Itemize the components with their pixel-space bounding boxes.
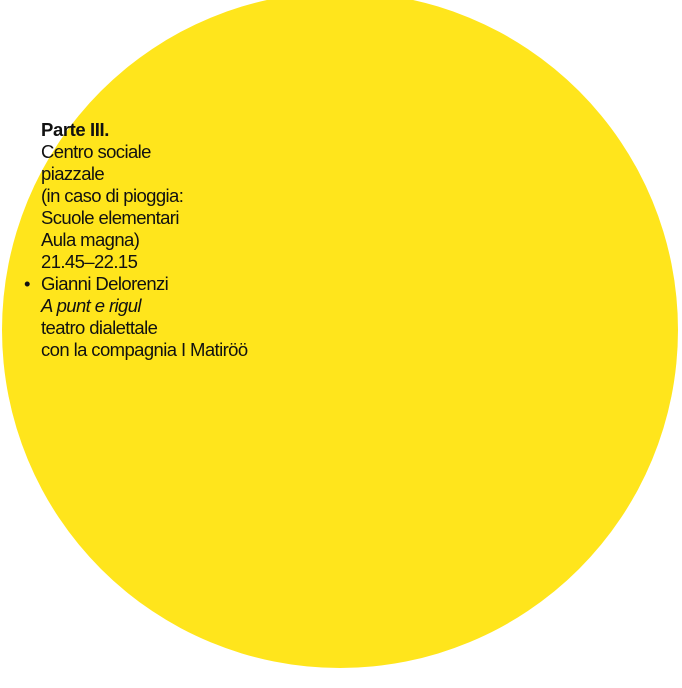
event-time: 21.45–22.15 [41,251,138,272]
event-author-line: • Gianni Delorenzi [24,273,248,295]
location-line: piazzale [41,163,105,184]
event-author: Gianni Delorenzi [41,273,169,294]
bullet-icon: • [24,273,30,294]
yellow-circle [2,0,678,668]
location-line: Scuole elementari [41,207,179,228]
event-title: A punt e rigul [41,295,142,316]
location-line: Aula magna) [41,229,140,250]
program-text: Parte III. Centro sociale piazzale (in c… [24,119,248,361]
location-line: (in caso di pioggia: [41,185,184,206]
section-heading: Parte III. [41,119,109,140]
event-type: teatro dialettale [41,317,158,338]
event-company: con la compagnia I Matiröö [41,339,248,360]
location-line: Centro sociale [41,141,151,162]
